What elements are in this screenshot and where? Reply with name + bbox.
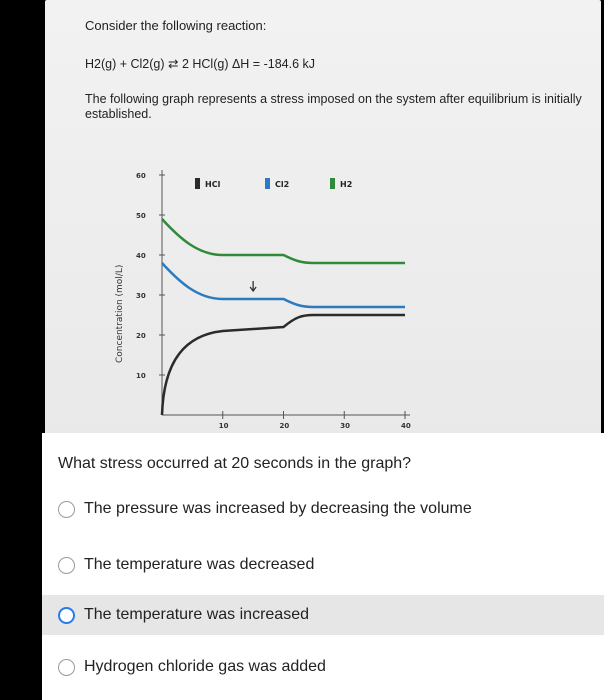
series-line-cl2 [161, 262, 405, 309]
y-tick-label: 10 [136, 372, 146, 380]
radio-button[interactable] [58, 556, 75, 574]
option-label: The temperature was decreased [84, 556, 315, 573]
photo-card: Consider the following reaction: H2(g) +… [45, 0, 601, 438]
x-tick-label: 40 [401, 422, 411, 430]
x-tick-label: 10 [219, 422, 229, 430]
y-tick-label: 40 [136, 252, 146, 260]
legend-swatch-hcl [195, 178, 200, 189]
graph-description: The following graph represents a stress … [85, 92, 582, 121]
legend-swatch-h2 [330, 178, 335, 189]
y-tick-label: 30 [136, 292, 146, 300]
y-tick-label: 50 [136, 212, 146, 220]
legend-label-hcl: HCl [205, 180, 221, 189]
radio-button[interactable] [58, 658, 75, 676]
radio-button[interactable] [58, 606, 75, 624]
legend-label-cl2: Cl2 [275, 180, 289, 189]
y-tick-label: 60 [136, 172, 146, 180]
intro-text: Consider the following reaction: [85, 18, 267, 33]
radio-button[interactable] [58, 500, 75, 518]
question-card: What stress occurred at 20 seconds in th… [42, 433, 604, 700]
legend-swatch-cl2 [265, 178, 270, 189]
option-label: The pressure was increased by decreasing… [84, 500, 472, 517]
option-temp-increased[interactable]: The temperature was increased [42, 595, 604, 635]
series-line-hcl [160, 313, 405, 416]
annotation-arrow [249, 281, 257, 293]
question-text: What stress occurred at 20 seconds in th… [58, 455, 412, 472]
series-line-h2 [161, 218, 405, 265]
option-pressure[interactable]: The pressure was increased by decreasing… [42, 489, 604, 529]
option-hcl-added[interactable]: Hydrogen chloride gas was added [42, 647, 604, 687]
option-label: Hydrogen chloride gas was added [84, 658, 326, 675]
y-axis-label: Concentration (mol/L) [115, 265, 125, 363]
concentration-chart: 10 20 30 40 50 60 10 20 30 40 Concentration (mol/L… [115, 170, 411, 430]
y-tick-label: 20 [136, 332, 146, 340]
x-tick-label: 20 [280, 422, 290, 430]
x-tick-label: 30 [340, 422, 350, 430]
reaction-equation: H2(g) + Cl2(g) ⇄ 2 HCl(g) ΔH = -184.6 kJ [85, 57, 315, 71]
legend-label-h2: H2 [340, 180, 352, 189]
option-temp-decreased[interactable]: The temperature was decreased [42, 545, 604, 585]
option-label: The temperature was increased [84, 606, 309, 623]
